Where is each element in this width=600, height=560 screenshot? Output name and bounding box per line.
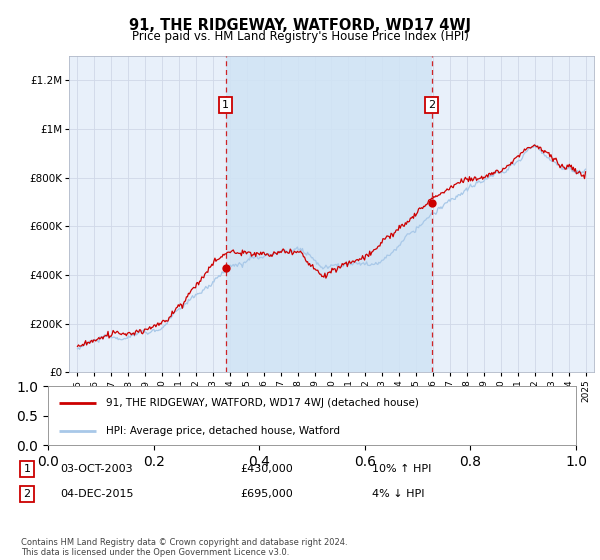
Text: 91, THE RIDGEWAY, WATFORD, WD17 4WJ (detached house): 91, THE RIDGEWAY, WATFORD, WD17 4WJ (det…	[106, 398, 419, 408]
Text: 1: 1	[23, 464, 31, 474]
Text: £430,000: £430,000	[240, 464, 293, 474]
Text: 1: 1	[222, 100, 229, 110]
Text: 04-DEC-2015: 04-DEC-2015	[60, 489, 133, 499]
Text: 10% ↑ HPI: 10% ↑ HPI	[372, 464, 431, 474]
Bar	[226, 56, 432, 372]
Text: HPI: Average price, detached house, Watford: HPI: Average price, detached house, Watf…	[106, 426, 340, 436]
Text: 91, THE RIDGEWAY, WATFORD, WD17 4WJ: 91, THE RIDGEWAY, WATFORD, WD17 4WJ	[129, 18, 471, 33]
Text: 4% ↓ HPI: 4% ↓ HPI	[372, 489, 425, 499]
Text: 2: 2	[428, 100, 436, 110]
Text: £695,000: £695,000	[240, 489, 293, 499]
Text: 03-OCT-2003: 03-OCT-2003	[60, 464, 133, 474]
Text: 2: 2	[23, 489, 31, 499]
Text: Price paid vs. HM Land Registry's House Price Index (HPI): Price paid vs. HM Land Registry's House …	[131, 30, 469, 43]
Text: Contains HM Land Registry data © Crown copyright and database right 2024.
This d: Contains HM Land Registry data © Crown c…	[21, 538, 347, 557]
